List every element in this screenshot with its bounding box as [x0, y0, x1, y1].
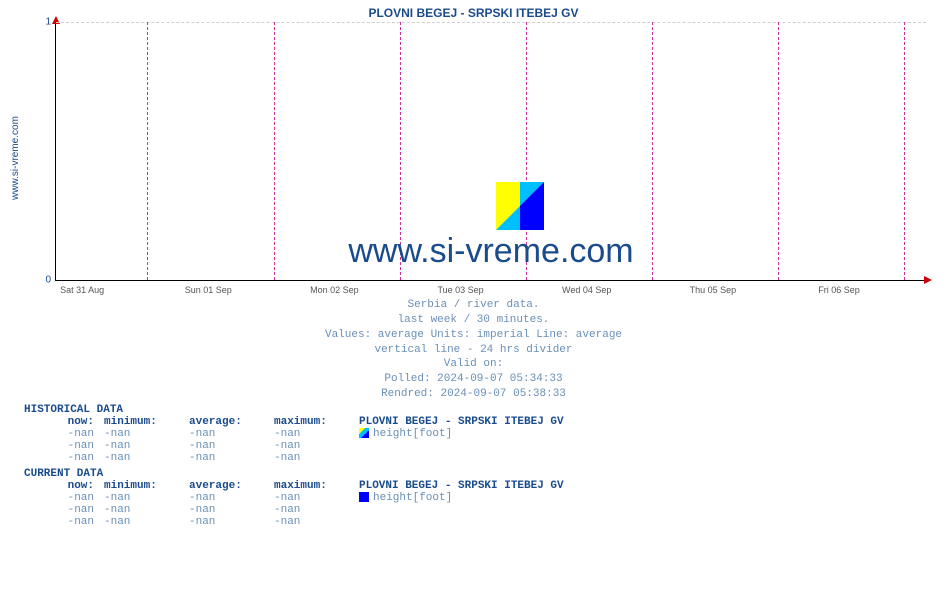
- info-line-2: last week / 30 minutes.: [0, 313, 947, 328]
- legend-swatch-icon: [359, 492, 369, 502]
- info-line-5: Valid on:: [0, 357, 947, 372]
- cell: -nan: [24, 492, 104, 504]
- current-title: CURRENT DATA: [24, 464, 574, 480]
- xtick-3: Tue 03 Sep: [437, 285, 483, 295]
- cell: -nan: [24, 504, 104, 516]
- table-row: -nan -nan -nan -nan: [24, 504, 574, 516]
- col-average: average:: [189, 480, 274, 492]
- legend-swatch-icon: [359, 428, 369, 438]
- historical-table: now: minimum: average: maximum: PLOVNI B…: [24, 416, 574, 464]
- unit-cell: height[foot]: [359, 428, 574, 440]
- cell: -nan: [24, 428, 104, 440]
- cell: -nan: [189, 516, 274, 528]
- current-table: now: minimum: average: maximum: PLOVNI B…: [24, 480, 574, 528]
- cell: -nan: [274, 452, 359, 464]
- x-axis-arrow-icon: [924, 276, 932, 284]
- watermark-text: www.si-vreme.com: [56, 232, 926, 271]
- cell: -nan: [104, 452, 189, 464]
- cell: -nan: [104, 504, 189, 516]
- col-average: average:: [189, 416, 274, 428]
- col-now: now:: [24, 480, 104, 492]
- col-maximum: maximum:: [274, 416, 359, 428]
- cell: -nan: [274, 440, 359, 452]
- info-line-6: Polled: 2024-09-07 05:34:33: [0, 372, 947, 387]
- cell: -nan: [104, 516, 189, 528]
- table-row: -nan -nan -nan -nan: [24, 440, 574, 452]
- unit-label: height[foot]: [373, 428, 452, 440]
- table-row: now: minimum: average: maximum: PLOVNI B…: [24, 480, 574, 492]
- cell: -nan: [24, 516, 104, 528]
- cell: -nan: [104, 440, 189, 452]
- cell: -nan: [189, 504, 274, 516]
- col-minimum: minimum:: [104, 416, 189, 428]
- cell: -nan: [274, 492, 359, 504]
- table-row: -nan -nan -nan -nan height[foot]: [24, 492, 574, 504]
- watermark-logo-icon: [496, 182, 544, 230]
- cell: -nan: [274, 504, 359, 516]
- chart-title: PLOVNI BEGEJ - SRPSKI ITEBEJ GV: [0, 6, 947, 20]
- xtick-2: Mon 02 Sep: [310, 285, 359, 295]
- info-line-1: Serbia / river data.: [0, 298, 947, 313]
- table-row: -nan -nan -nan -nan: [24, 516, 574, 528]
- xtick-1: Sun 01 Sep: [185, 285, 232, 295]
- cell: -nan: [24, 452, 104, 464]
- xtick-0: Sat 31 Aug: [60, 285, 104, 295]
- chart-container: www.si-vreme.com PLOVNI BEGEJ - SRPSKI I…: [0, 0, 947, 606]
- data-tables: HISTORICAL DATA now: minimum: average: m…: [24, 400, 574, 528]
- table-row: now: minimum: average: maximum: PLOVNI B…: [24, 416, 574, 428]
- col-minimum: minimum:: [104, 480, 189, 492]
- unit-cell: height[foot]: [359, 492, 574, 504]
- xtick-4: Wed 04 Sep: [562, 285, 611, 295]
- unit-label: height[foot]: [373, 492, 452, 504]
- table-row: -nan -nan -nan -nan height[foot]: [24, 428, 574, 440]
- info-line-4: vertical line - 24 hrs divider: [0, 343, 947, 358]
- cell: -nan: [274, 428, 359, 440]
- cell: -nan: [189, 428, 274, 440]
- series-label: PLOVNI BEGEJ - SRPSKI ITEBEJ GV: [359, 480, 574, 492]
- side-url-label: www.si-vreme.com: [10, 116, 21, 200]
- info-line-3: Values: average Units: imperial Line: av…: [0, 328, 947, 343]
- series-label: PLOVNI BEGEJ - SRPSKI ITEBEJ GV: [359, 416, 574, 428]
- xtick-6: Fri 06 Sep: [818, 285, 860, 295]
- cell: -nan: [189, 492, 274, 504]
- col-now: now:: [24, 416, 104, 428]
- xtick-5: Thu 05 Sep: [690, 285, 737, 295]
- historical-title: HISTORICAL DATA: [24, 400, 574, 416]
- cell: -nan: [274, 516, 359, 528]
- cell: -nan: [104, 428, 189, 440]
- plot-area: 0 1 Sat 31 Aug Sun 01 Sep Mon 02 Sep Tue…: [55, 22, 926, 281]
- ytick-1: 1: [45, 17, 51, 28]
- col-maximum: maximum:: [274, 480, 359, 492]
- table-row: -nan -nan -nan -nan: [24, 452, 574, 464]
- info-block: Serbia / river data. last week / 30 minu…: [0, 298, 947, 402]
- cell: -nan: [189, 452, 274, 464]
- cell: -nan: [24, 440, 104, 452]
- ytick-0: 0: [45, 275, 51, 286]
- hgrid-1: [56, 22, 926, 23]
- cell: -nan: [189, 440, 274, 452]
- cell: -nan: [104, 492, 189, 504]
